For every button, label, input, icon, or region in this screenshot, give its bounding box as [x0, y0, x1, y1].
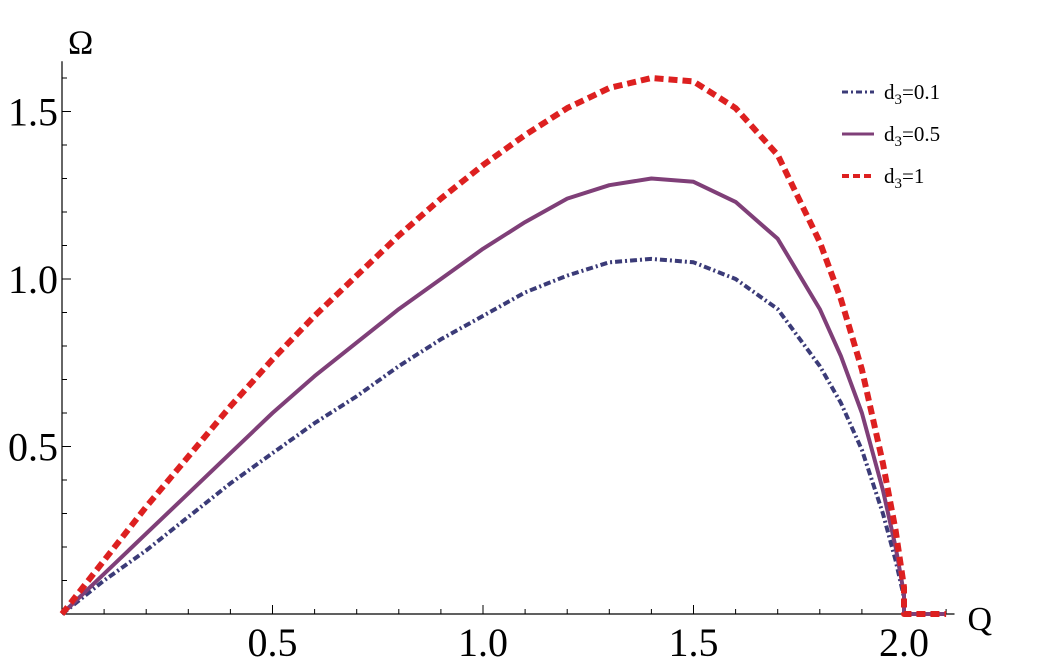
legend-label: d3=0.5 — [884, 122, 940, 150]
series-line — [59, 75, 947, 617]
x-tick-label: 1.5 — [669, 620, 719, 665]
axes: 0.5 1.0 1.5 2.0 0.5 1.0 1.5 Q Ω — [8, 24, 992, 665]
x-tick-label: 2.0 — [879, 620, 929, 665]
y-axis-title: Ω — [68, 24, 93, 61]
x-axis-title: Q — [968, 601, 993, 638]
series-line — [60, 176, 947, 616]
x-tick-label: 0.5 — [248, 620, 298, 665]
series-group — [59, 75, 947, 617]
y-tick-label: 1.5 — [8, 90, 58, 135]
y-tick-label: 1.0 — [8, 257, 58, 302]
x-tick-label: 1.0 — [458, 620, 508, 665]
legend: d3=0.1 d3=0.5 d3=1 — [842, 80, 940, 192]
y-tick-label: 0.5 — [8, 425, 58, 470]
series-line — [60, 256, 947, 616]
legend-label: d3=0.1 — [884, 80, 940, 108]
legend-label: d3=1 — [884, 164, 924, 192]
